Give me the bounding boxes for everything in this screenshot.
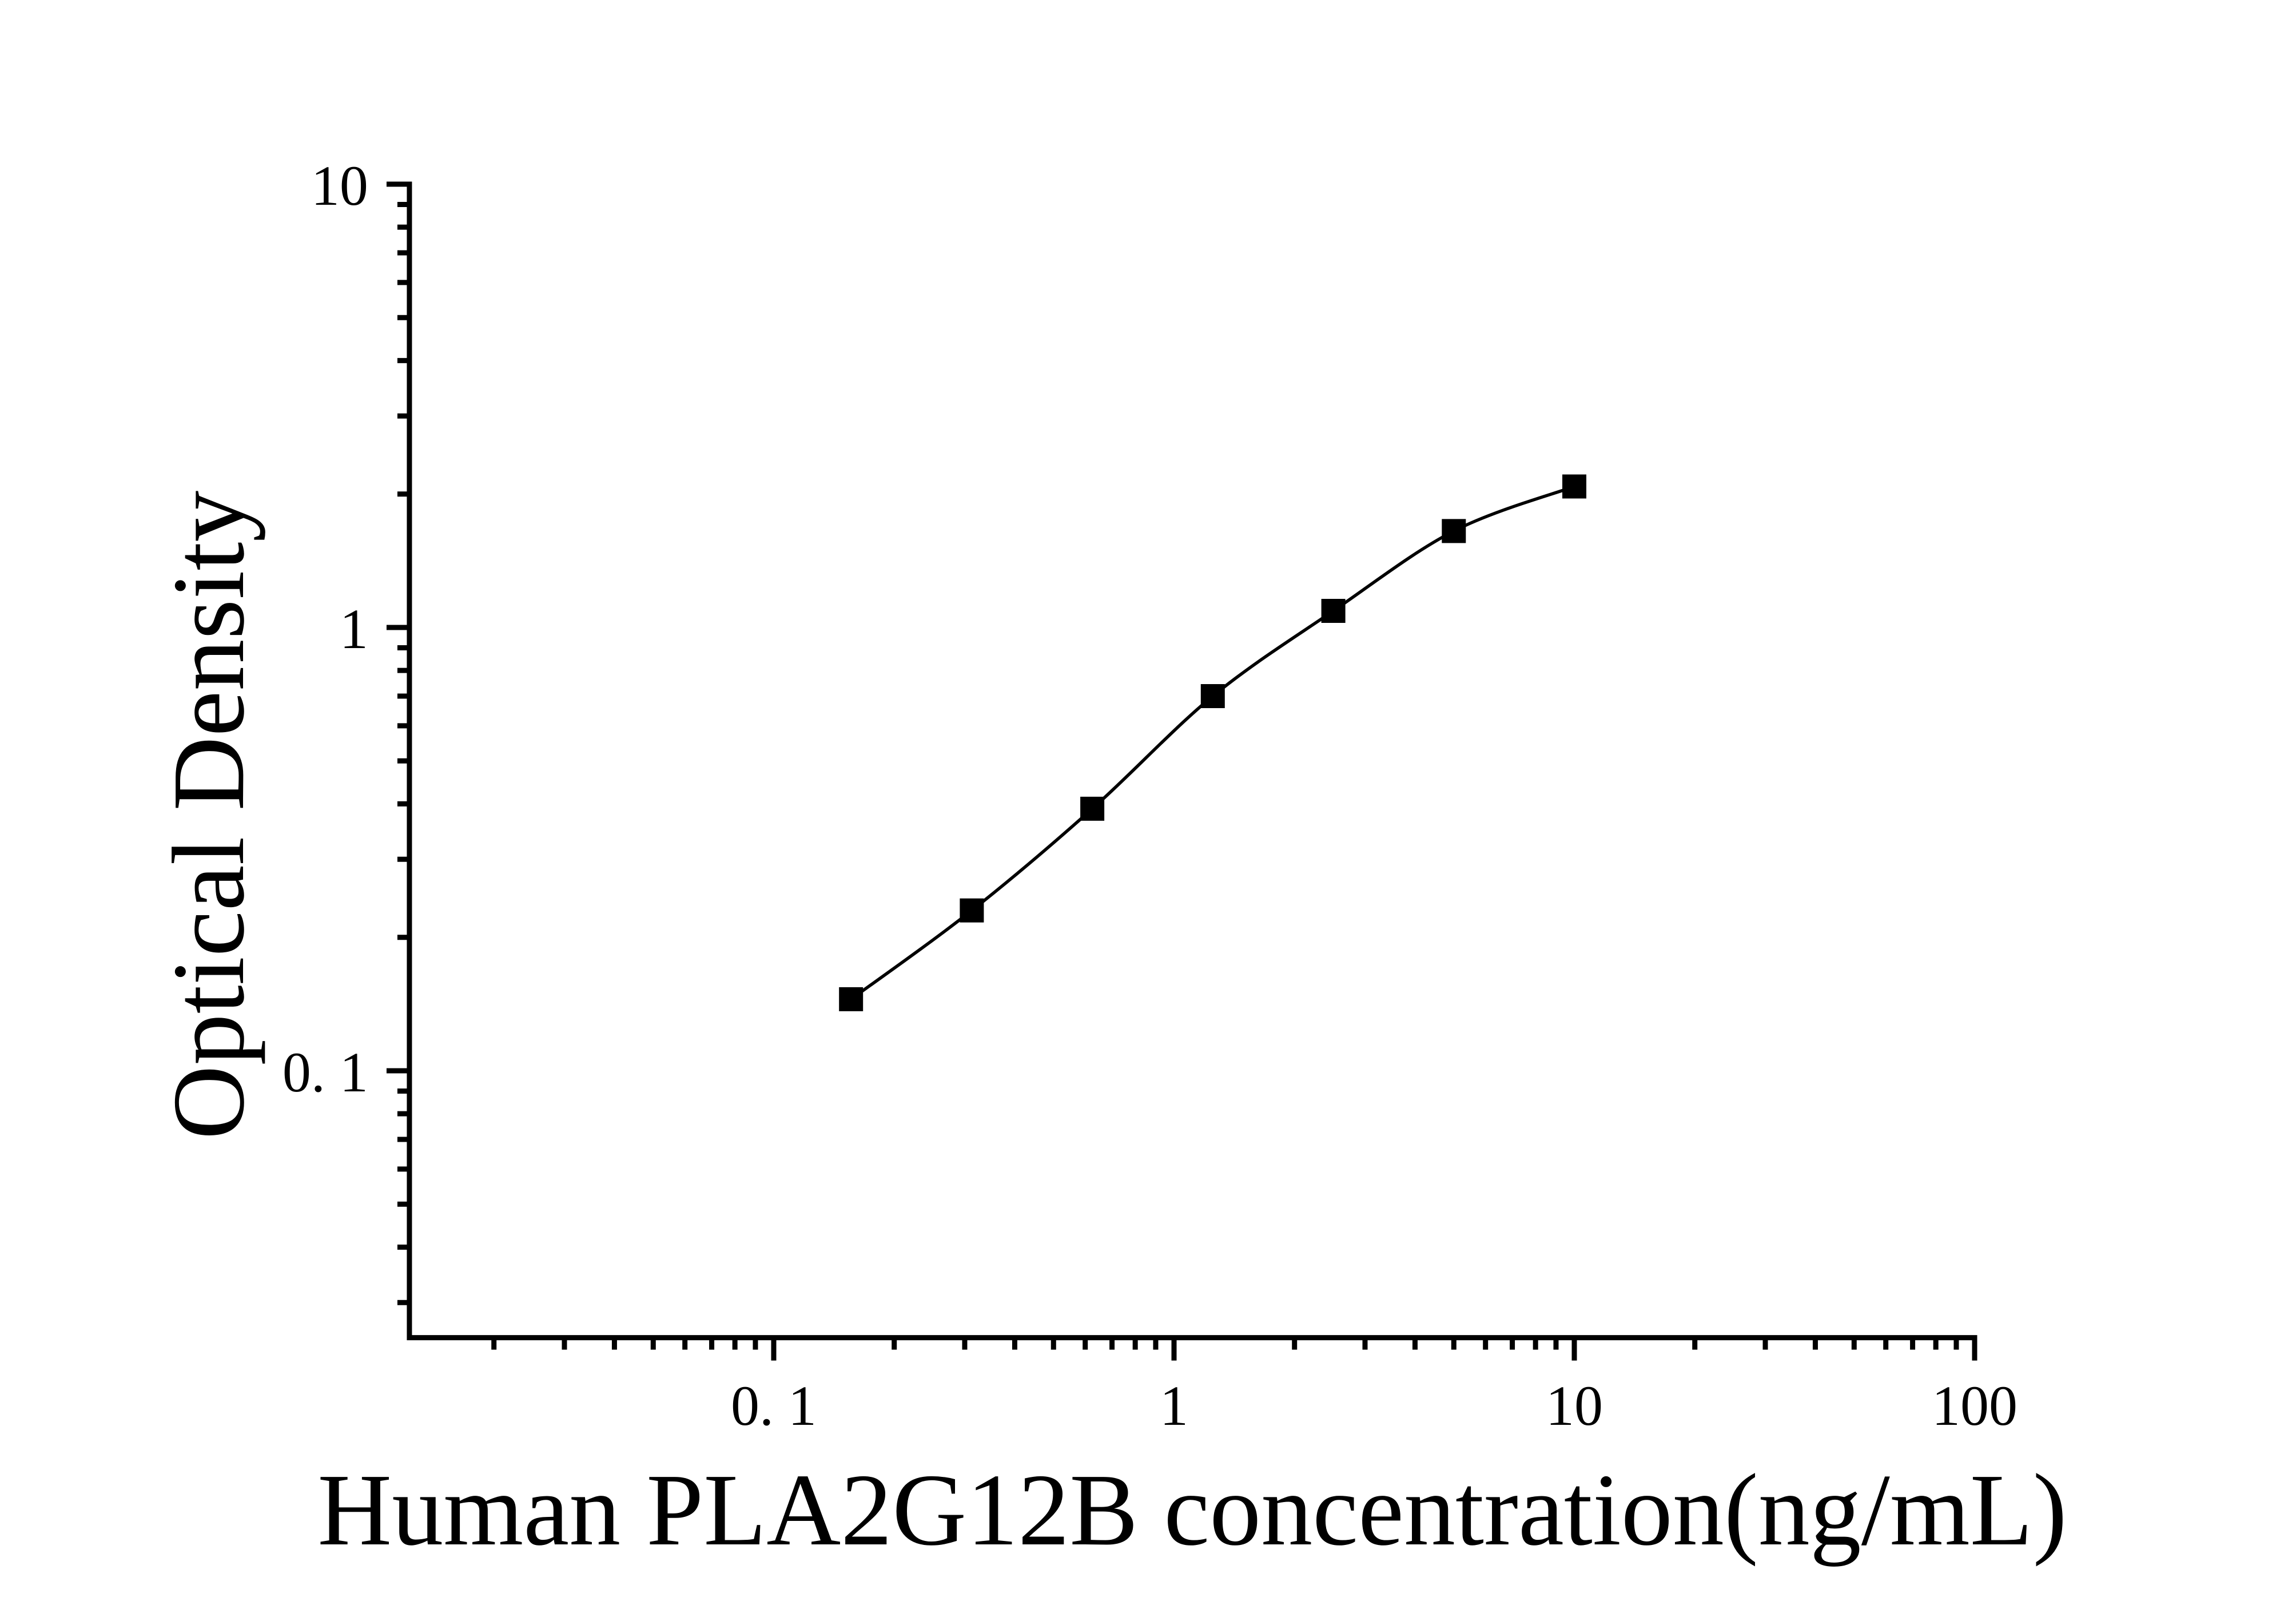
x-axis-title: Human PLA2G12B concentration(ng/mL) bbox=[317, 1453, 2067, 1567]
data-point-marker bbox=[1200, 684, 1225, 708]
y-axis-tick-labels: 10 1 0. 1 bbox=[282, 154, 368, 1104]
data-point-marker bbox=[1321, 599, 1346, 623]
y-axis-title: Optical Density bbox=[152, 491, 265, 1140]
x-axis-major-ticks bbox=[771, 1337, 1977, 1361]
x-axis-tick-labels: 0. 1 1 10 100 bbox=[731, 1374, 2018, 1437]
x-tick-label: 1 bbox=[1160, 1374, 1188, 1437]
series-standard-curve bbox=[839, 474, 1586, 1011]
axes bbox=[407, 181, 1977, 1341]
data-point-marker bbox=[1442, 519, 1466, 543]
y-axis-major-ticks bbox=[386, 181, 409, 1074]
x-tick-label: 100 bbox=[1932, 1374, 2018, 1437]
x-tick-label: 10 bbox=[1546, 1374, 1603, 1437]
y-tick-label: 1 bbox=[340, 597, 368, 661]
y-axis-minor-ticks bbox=[397, 201, 409, 1305]
data-point-marker bbox=[960, 898, 984, 923]
y-tick-label: 0. 1 bbox=[282, 1040, 368, 1104]
axis-spine bbox=[407, 181, 1977, 1341]
data-point-marker bbox=[839, 987, 864, 1011]
x-axis-minor-ticks bbox=[491, 1337, 1959, 1350]
x-tick-label: 0. 1 bbox=[731, 1374, 817, 1437]
data-point-marker bbox=[1080, 796, 1105, 821]
y-tick-label: 10 bbox=[311, 154, 368, 217]
data-point-marker bbox=[1562, 474, 1586, 499]
standard-curve-line bbox=[850, 484, 1575, 1001]
